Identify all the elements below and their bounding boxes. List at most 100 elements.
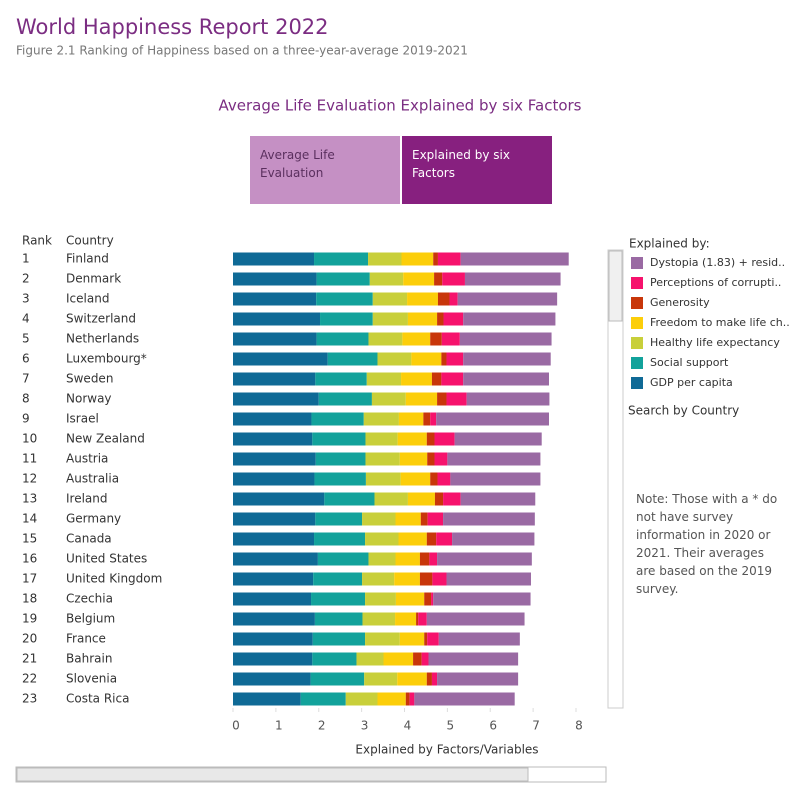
country-label: Australia	[66, 472, 119, 486]
country-label: Canada	[66, 532, 112, 546]
bar-segment	[315, 512, 363, 526]
bar-segment	[394, 572, 420, 586]
rank-label: 16	[22, 552, 37, 566]
bar-segment	[314, 532, 366, 546]
bar-segment	[397, 672, 427, 686]
legend-swatch	[631, 377, 643, 389]
country-label: Ireland	[66, 492, 108, 506]
bar-segment	[377, 352, 412, 366]
bar-segment	[313, 572, 363, 586]
legend-label: Dystopia (1.83) + resid..	[650, 256, 785, 269]
bar-segment	[424, 632, 428, 646]
bar-segment	[433, 592, 531, 606]
rank-label: 3	[22, 292, 30, 306]
bar-segment	[311, 592, 366, 606]
x-tick-label: 3	[361, 719, 369, 733]
rank-label: 21	[22, 652, 37, 666]
bar-segment	[395, 592, 425, 606]
bar-segment	[399, 632, 425, 646]
x-tick-label: 2	[318, 719, 326, 733]
bar-segment	[437, 552, 532, 566]
bar-segment	[233, 292, 317, 306]
bar-segment	[395, 512, 421, 526]
bar-segment	[437, 472, 451, 486]
bar-segment	[407, 312, 438, 326]
toggle-button[interactable]: Average Life Evaluation	[250, 136, 400, 204]
rank-label: 17	[22, 572, 37, 586]
country-label: Norway	[66, 392, 112, 406]
chart-title: Average Life Evaluation Explained by six…	[218, 97, 581, 115]
bar-segment	[426, 532, 437, 546]
bar-segment	[413, 652, 422, 666]
bar-segment	[398, 532, 427, 546]
legend-swatch	[631, 317, 643, 329]
search-label[interactable]: Search by Country	[628, 404, 739, 418]
bar-segment	[426, 612, 525, 626]
bar-segment	[437, 672, 519, 686]
bar-segment	[428, 652, 519, 666]
bar-segment	[365, 472, 401, 486]
rank-label: 19	[22, 612, 37, 626]
bar-segment	[233, 392, 319, 406]
bar-segment	[436, 412, 549, 426]
bar-segment	[233, 612, 315, 626]
scroll-thumb[interactable]	[608, 250, 623, 322]
bar-segment	[317, 552, 369, 566]
bar-segment	[356, 652, 384, 666]
scrollbar[interactable]	[607, 249, 624, 709]
country-label: New Zealand	[66, 432, 145, 446]
bar-segment	[436, 532, 453, 546]
bar-segment	[398, 412, 424, 426]
bar-segment	[443, 492, 461, 506]
bar-segment	[463, 312, 556, 326]
bar-segment	[362, 612, 396, 626]
bar-segment	[432, 572, 447, 586]
legend-swatch	[631, 337, 643, 349]
h-scroll-thumb[interactable]	[16, 767, 529, 782]
bar-segment	[233, 532, 315, 546]
rank-label: 20	[22, 632, 37, 646]
bar-segment	[233, 512, 316, 526]
bar-segment	[233, 312, 321, 326]
x-tick-label: 0	[232, 719, 240, 733]
rank-label: 7	[22, 372, 30, 386]
rank-label: 22	[22, 672, 37, 686]
bar-segment	[457, 292, 558, 306]
bar-segment	[233, 492, 325, 506]
country-label: Costa Rica	[66, 692, 129, 706]
bar-segment	[411, 352, 442, 366]
country-label: Netherlands	[66, 332, 139, 346]
bar-segment	[320, 312, 373, 326]
bar-segment	[315, 452, 366, 466]
bar-segment	[368, 552, 396, 566]
bar-segment	[434, 272, 443, 286]
x-tick-label: 1	[275, 719, 283, 733]
country-label: Sweden	[66, 372, 113, 386]
legend-label: Generosity	[650, 296, 710, 309]
country-label: Switzerland	[66, 312, 136, 326]
bar-segment	[233, 552, 318, 566]
country-label: Bahrain	[66, 652, 112, 666]
bar-segment	[401, 372, 432, 386]
bar-segment	[233, 632, 313, 646]
bar-segment	[369, 272, 404, 286]
rank-header: Rank	[22, 234, 52, 248]
legend-swatch	[631, 357, 643, 369]
bar-segment	[365, 432, 398, 446]
x-tick-label: 7	[532, 719, 540, 733]
bar-segment	[316, 292, 373, 306]
bar-segment	[426, 672, 432, 686]
rank-label: 11	[22, 452, 37, 466]
bar-segment	[315, 372, 367, 386]
legend-swatch	[631, 297, 643, 309]
country-label: Czechia	[66, 592, 113, 606]
bar-segment	[434, 432, 455, 446]
toggle-button[interactable]: Explained by six Factors	[402, 136, 552, 204]
legend-label: Healthy life expectancy	[650, 336, 780, 349]
bar-segment	[400, 472, 431, 486]
subtitle: Figure 2.1 Ranking of Happiness based on…	[16, 44, 468, 58]
rank-label: 8	[22, 392, 30, 406]
bar-segment	[407, 492, 435, 506]
bar-segment	[460, 252, 569, 266]
bar-segment	[430, 472, 438, 486]
